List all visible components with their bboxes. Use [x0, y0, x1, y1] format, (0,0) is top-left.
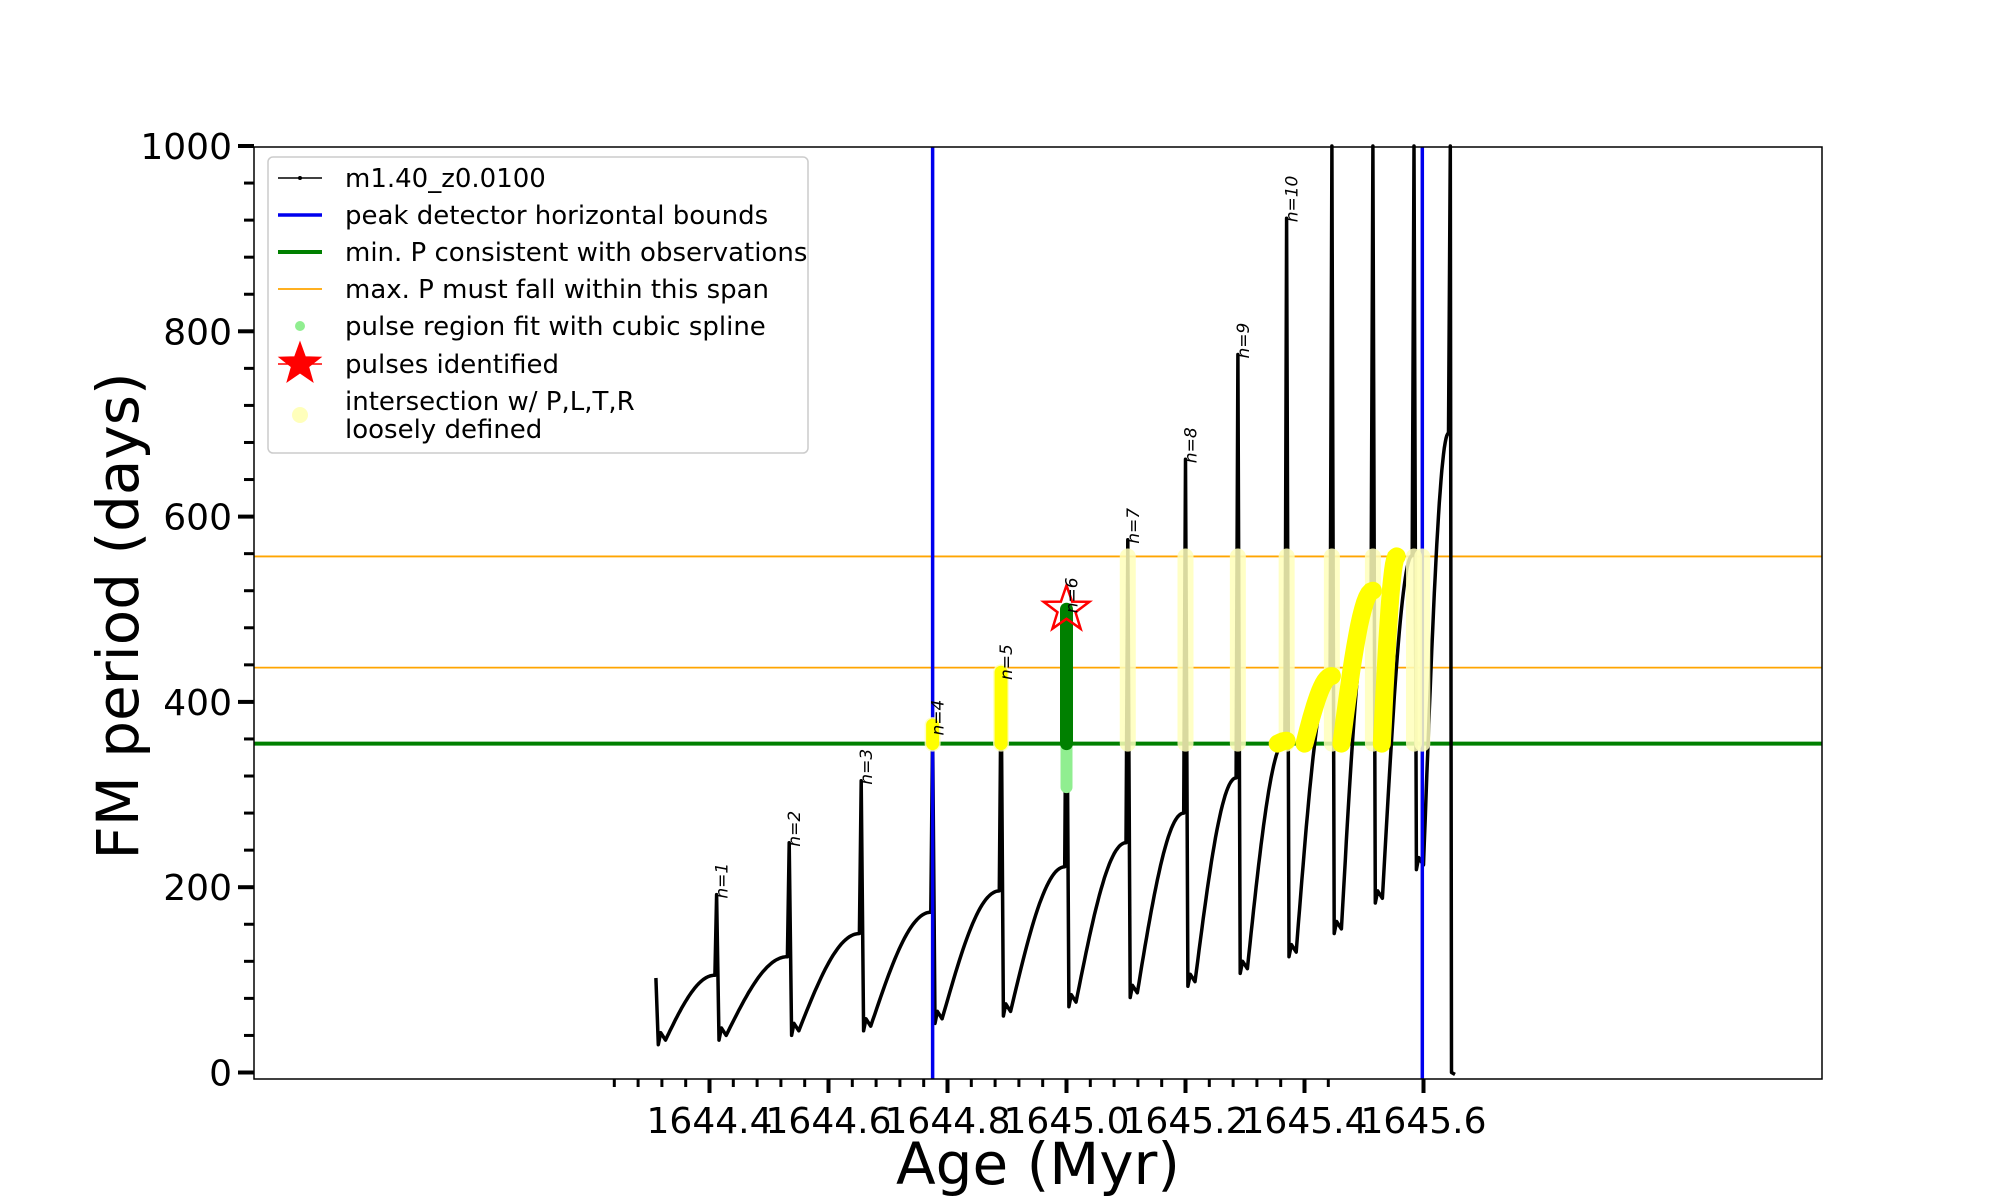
pulse-label-7: n=7	[1124, 508, 1144, 544]
y-axis-label: FM period (days)	[84, 372, 152, 859]
y-tick-label-5: 1000	[140, 127, 232, 168]
intersection-curve-1	[1268, 731, 1296, 753]
legend-label-1: m1.40_z0.0100	[345, 164, 546, 194]
intersection-curve-2	[1295, 667, 1341, 753]
axes-frame	[253, 146, 1823, 1080]
x-tick-label-3: 1645.0	[1004, 1101, 1130, 1142]
pulse-label-9: n=9	[1234, 323, 1254, 359]
x-axis-label: Age (Myr)	[896, 1130, 1180, 1198]
legend-label-5: pulse region fit with cubic spline	[345, 312, 766, 342]
pulse-labels: n=1 n=2 n=3 n=4 n=5 n=6 n=7 n=8 n=9 n=10	[713, 176, 1303, 899]
legend-label-2: peak detector horizontal bounds	[345, 201, 768, 231]
pulse-label-10: n=10	[1283, 176, 1303, 223]
horizontal-reference-lines	[254, 555, 1822, 746]
x-tick-label-4: 1645.2	[1123, 1101, 1249, 1142]
y-tick-label-0: 0	[209, 1054, 232, 1095]
pulse-identified-star	[1040, 581, 1093, 632]
plot-frame	[253, 146, 1823, 1080]
legend-label-6: pulses identified	[345, 350, 559, 380]
x-tick-label-2: 1644.8	[885, 1101, 1011, 1142]
legend-label-4: max. P must fall within this span	[345, 275, 769, 305]
x-tick-label-5: 1645.4	[1242, 1101, 1368, 1142]
intersection-curve-3	[1332, 581, 1382, 753]
pulse-label-4: n=4	[929, 700, 949, 736]
y-tick-label-1: 200	[163, 868, 232, 909]
pulse-region-markers	[1040, 581, 1093, 794]
intersection-markers	[924, 547, 1431, 753]
pulse-label-5: n=5	[997, 644, 1017, 680]
legend-box	[267, 156, 809, 454]
legend-label-7: intersection w/ P,L,T,R	[345, 387, 635, 417]
legend-label-7-line2: loosely defined	[345, 415, 542, 445]
legend-label-3: min. P consistent with observations	[345, 238, 807, 268]
y-axis: 0 200 400 600 800 1000	[140, 127, 254, 1095]
pulse-label-3: n=3	[857, 749, 877, 785]
x-tick-label-1: 1644.6	[766, 1101, 892, 1142]
legend-marker-spline	[295, 321, 305, 331]
x-axis: 1644.41644.61644.81645.01645.21645.41645…	[612, 1079, 1487, 1142]
intersection-curve-4	[1372, 547, 1406, 753]
pulse-label-2: n=2	[785, 811, 805, 847]
x-tick-label-0: 1644.4	[647, 1101, 773, 1142]
legend-marker-loose	[292, 407, 308, 423]
legend-marker-pulse	[277, 340, 323, 383]
y-tick-label-4: 800	[163, 312, 232, 353]
pulse-label-8: n=8	[1182, 427, 1202, 463]
pulse-label-6: n=6	[1063, 577, 1083, 613]
pulse-label-1: n=1	[713, 863, 733, 899]
legend-marker-model	[298, 176, 302, 180]
y-tick-label-2: 400	[163, 683, 232, 724]
y-tick-label-3: 600	[163, 498, 232, 539]
x-tick-label-6: 1645.6	[1361, 1101, 1487, 1142]
